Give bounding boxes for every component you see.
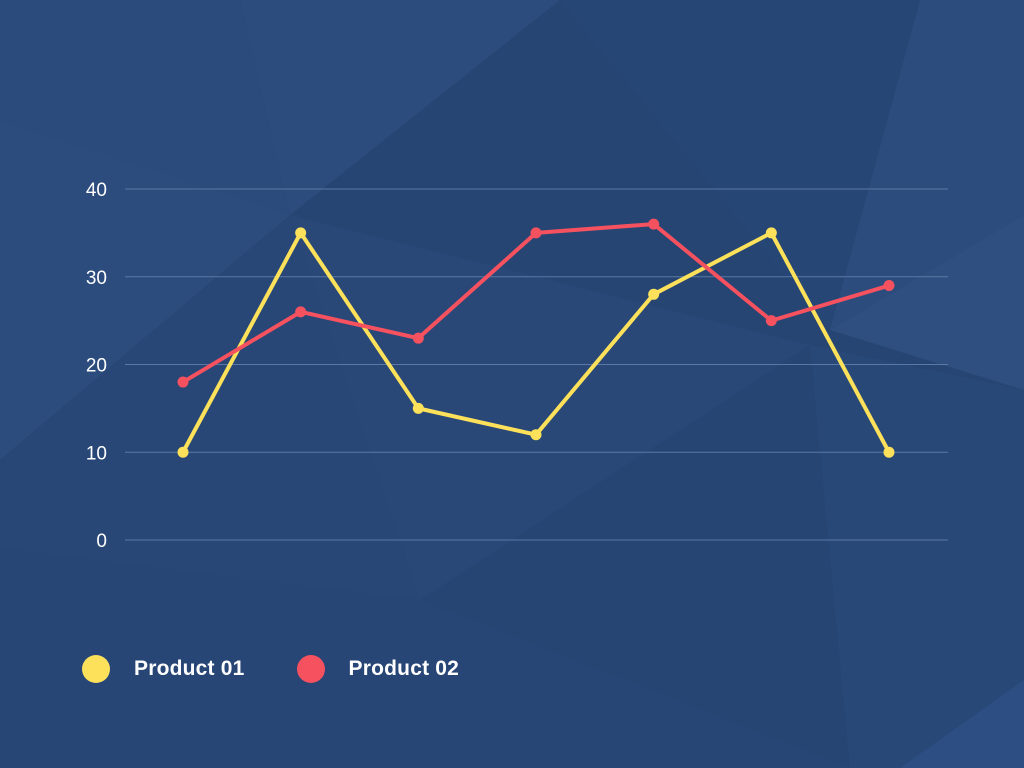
legend-swatch-product-01 bbox=[82, 655, 110, 683]
y-tick-label: 30 bbox=[86, 268, 107, 289]
data-point bbox=[530, 429, 542, 441]
series-lines bbox=[177, 218, 895, 458]
data-point bbox=[412, 402, 424, 414]
series-line-2 bbox=[181, 222, 891, 385]
data-point bbox=[177, 376, 189, 388]
series-1 bbox=[177, 227, 895, 458]
y-tick-label: 20 bbox=[86, 356, 107, 377]
gridlines bbox=[125, 188, 948, 541]
legend-swatch-product-02 bbox=[296, 655, 325, 683]
series-line-1 bbox=[181, 230, 891, 455]
legend: Product 01 Product 02 bbox=[82, 652, 511, 686]
legend-label-product-02: Product 02 bbox=[348, 657, 460, 680]
data-point bbox=[412, 332, 424, 344]
legend-item-product-01: Product 01 bbox=[82, 655, 245, 683]
data-point bbox=[648, 218, 660, 230]
data-point bbox=[530, 227, 542, 239]
y-axis-ticks: 0 10 20 30 40 bbox=[86, 180, 107, 552]
legend-label-product-01: Product 01 bbox=[134, 657, 245, 680]
data-point bbox=[765, 227, 777, 239]
data-point bbox=[295, 227, 307, 239]
series-2 bbox=[177, 218, 895, 388]
data-point bbox=[177, 446, 189, 458]
legend-item-product-02: Product 02 bbox=[296, 655, 460, 683]
data-point bbox=[648, 288, 660, 300]
data-point bbox=[765, 315, 777, 327]
data-point bbox=[295, 306, 307, 318]
y-tick-label: 0 bbox=[96, 531, 107, 552]
data-point bbox=[883, 446, 895, 458]
data-point bbox=[883, 280, 895, 292]
y-tick-label: 10 bbox=[86, 443, 107, 464]
y-tick-label: 40 bbox=[86, 180, 107, 201]
